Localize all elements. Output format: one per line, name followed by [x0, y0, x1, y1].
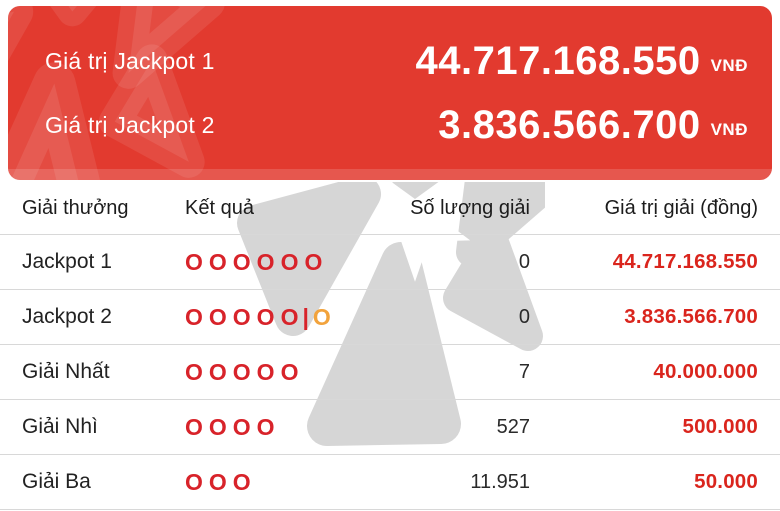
result-ball-icon: O [232, 303, 251, 330]
result-ball-icon: O [232, 248, 251, 275]
jackpot2-label: Giá trị Jackpot 2 [45, 111, 215, 138]
jackpot-banner: Giá trị Jackpot 1 44.717.168.550 VNĐ Giá… [8, 6, 772, 180]
jackpot1-amount: 44.717.168.550 VNĐ [416, 39, 748, 84]
header-count: Số lượng giải [410, 196, 530, 219]
jackpot1-currency: VNĐ [710, 56, 748, 75]
result-ball-icon: O [256, 358, 275, 385]
count-cell: 0 [518, 250, 530, 273]
result-ball-icon: O [185, 303, 203, 330]
value-cell: 3.836.566.700 [624, 305, 758, 328]
result-ball-icon: O [232, 413, 251, 440]
results-table: Giải thưởng Kết quả Số lượng giải Giá tr… [0, 182, 780, 511]
result-ball-icon: O [232, 358, 251, 385]
result-ball-icon: O [208, 468, 227, 495]
value-cell: 44.717.168.550 [612, 250, 758, 273]
result-ball-icon: O [208, 303, 227, 330]
prize-name-cell: Giải Nhất [22, 360, 110, 383]
result-ball-icon: O [256, 413, 275, 440]
table-row: Jackpot 2 O O O O O | O 0 3.836.566.700 [0, 290, 780, 345]
count-cell: 11.951 [470, 470, 530, 493]
jackpot1-label: Giá trị Jackpot 1 [45, 47, 215, 74]
result-ball-icon: O [304, 248, 323, 275]
table-row: Jackpot 1 O O O O O O 0 44.717.168.550 [0, 235, 780, 290]
result-ball-icon: O [185, 358, 203, 385]
table-row: Giải Ba O O O 11.951 50.000 [0, 455, 780, 510]
count-cell: 0 [518, 305, 530, 328]
value-cell: 50.000 [694, 470, 758, 493]
value-cell: 500.000 [682, 415, 758, 438]
result-cell: O O O O O | O [185, 304, 410, 331]
result-ball-icon: O [256, 248, 275, 275]
count-cell: 527 [496, 415, 530, 438]
table-row: Giải Nhất O O O O O 7 40.000.000 [0, 345, 780, 400]
prize-name-cell: Giải Nhì [22, 415, 98, 438]
result-ball-icon: O [208, 248, 227, 275]
jackpot2-row: Giá trị Jackpot 2 3.836.566.700 VNĐ [45, 102, 748, 148]
result-ball-icon: O [280, 303, 299, 330]
value-cell: 40.000.000 [653, 360, 758, 383]
header-value: Giá trị giải (đồng) [604, 196, 758, 219]
result-ball-icon: O [280, 358, 299, 385]
result-ball-icon: O [280, 248, 299, 275]
result-ball-icon: O [256, 303, 275, 330]
result-ball-icon: O [185, 468, 203, 495]
result-ball-icon: O [185, 413, 203, 440]
result-ball-icon: O [185, 248, 203, 275]
jackpot1-row: Giá trị Jackpot 1 44.717.168.550 VNĐ [45, 38, 748, 84]
count-cell: 7 [518, 360, 530, 383]
jackpot1-value: 44.717.168.550 [415, 38, 701, 83]
table-row: Giải Nhì O O O O 527 500.000 [0, 400, 780, 455]
result-ball-icon: O [208, 358, 227, 385]
jackpot2-value: 3.836.566.700 [438, 102, 701, 147]
jackpot2-amount: 3.836.566.700 VNĐ [438, 103, 748, 148]
result-separator: | [302, 303, 309, 330]
bonus-ball-icon: O [312, 303, 331, 330]
result-ball-icon: O [232, 468, 251, 495]
header-prize: Giải thưởng [22, 196, 129, 219]
header-result: Kết quả [185, 196, 254, 219]
result-ball-icon: O [208, 413, 227, 440]
prize-name-cell: Jackpot 1 [22, 250, 112, 273]
prize-name-cell: Giải Ba [22, 470, 91, 493]
vietlott-logo-accent-icon [8, 6, 228, 180]
jackpot2-currency: VNĐ [710, 120, 748, 139]
table-header: Giải thưởng Kết quả Số lượng giải Giá tr… [0, 182, 780, 235]
prize-name-cell: Jackpot 2 [22, 305, 112, 328]
